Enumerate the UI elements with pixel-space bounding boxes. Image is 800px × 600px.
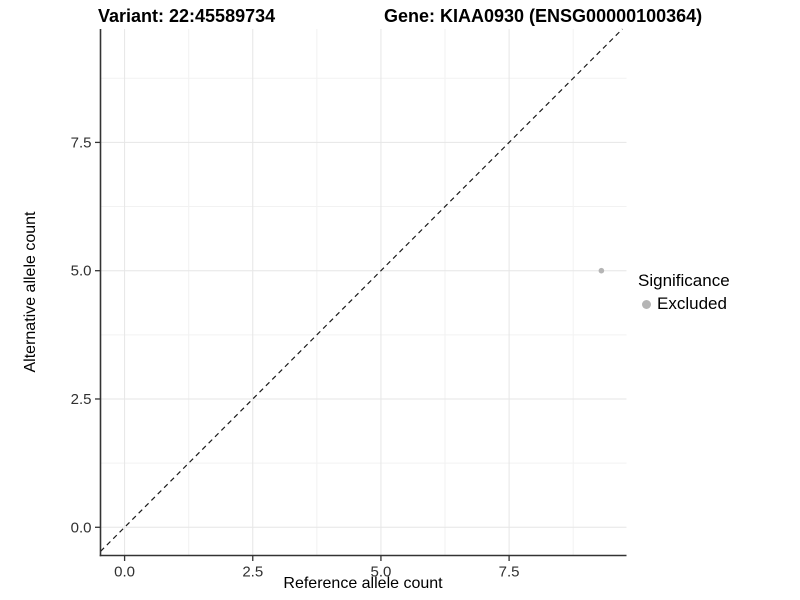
legend-item-excluded: Excluded bbox=[638, 294, 730, 314]
y-tick-label: 5.0 bbox=[71, 263, 92, 280]
x-tick-label: 7.5 bbox=[499, 564, 520, 581]
x-tick-label: 2.5 bbox=[242, 564, 263, 581]
y-tick-label: 2.5 bbox=[71, 391, 92, 408]
legend-item-label: Excluded bbox=[657, 294, 727, 313]
y-tick-label: 0.0 bbox=[71, 519, 92, 536]
data-point-excluded bbox=[598, 267, 605, 274]
x-axis-title: Reference allele count bbox=[283, 575, 443, 592]
x-tick-label: 0.0 bbox=[114, 564, 135, 581]
x-tick-label: 5.0 bbox=[371, 564, 392, 581]
identity-dashed-line bbox=[100, 28, 623, 552]
y-axis-title: Alternative allele count bbox=[22, 211, 39, 373]
gene-title: Gene: KIAA0930 (ENSG00000100364) bbox=[384, 6, 703, 26]
legend-title: Significance bbox=[638, 271, 730, 290]
legend: Significance Excluded bbox=[638, 271, 730, 314]
variant-title: Variant: 22:45589734 bbox=[98, 6, 276, 26]
y-tick-label: 7.5 bbox=[71, 134, 92, 151]
excluded-point-icon bbox=[642, 299, 651, 309]
